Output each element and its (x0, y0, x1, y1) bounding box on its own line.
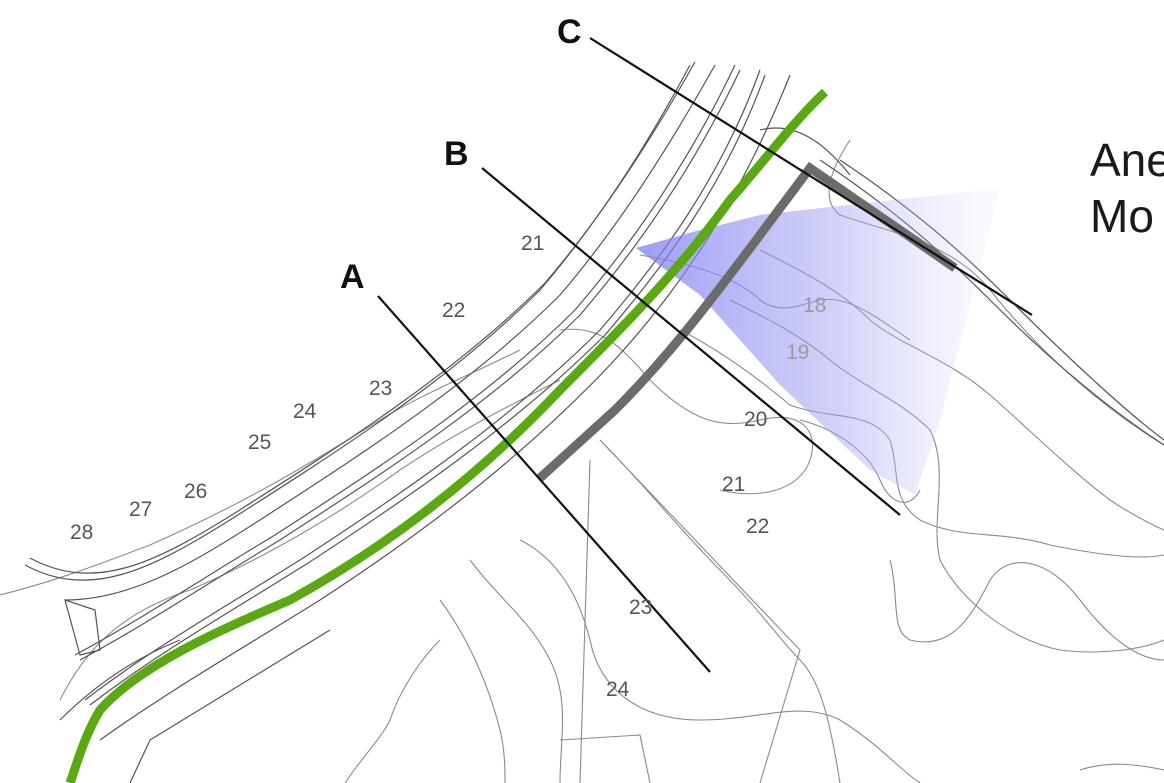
contour-line (344, 639, 441, 783)
road-edge-line (64, 599, 101, 656)
contour-label: 18 (803, 294, 826, 317)
annotation-line-1: Ane (1090, 134, 1164, 186)
shaded-viewshed-area (636, 188, 1000, 495)
road-edge-line (24, 64, 691, 581)
section-label-c: C (557, 13, 582, 51)
contour-label: 23 (369, 377, 392, 400)
contour-line (599, 439, 801, 783)
contour-labels-west: 28 27 26 25 24 23 22 21 (70, 232, 544, 544)
section-label-a: A (340, 258, 365, 296)
contour-label: 24 (293, 400, 317, 423)
section-label-b: B (444, 135, 469, 173)
contour-line (469, 559, 564, 783)
road-edge-line (759, 127, 851, 176)
road-edge-line (29, 61, 696, 574)
contour-label: 28 (70, 521, 93, 544)
contour-label: 24 (606, 678, 630, 701)
contour-label: 21 (722, 473, 745, 496)
section-lines (377, 37, 1033, 673)
contour-label: 23 (629, 596, 652, 619)
contour-line (889, 559, 1164, 661)
road-edge-line (59, 639, 181, 721)
annotation-line-2: Mo (1090, 190, 1154, 242)
road-edge-line (819, 159, 1164, 446)
contour-label: 21 (521, 232, 544, 255)
contour-line (519, 539, 921, 783)
contour-line (439, 599, 506, 783)
green-proposed-path (65, 88, 829, 783)
contour-label: 22 (746, 515, 769, 538)
contour-line (59, 379, 561, 701)
contour-line (559, 328, 814, 495)
road-edge-line (129, 629, 331, 783)
section-line-a (377, 295, 711, 673)
contour-label: 26 (184, 480, 207, 503)
dark-existing-path (536, 161, 958, 482)
contour-labels-east: 20 21 22 23 24 (606, 408, 769, 701)
section-line-b (481, 167, 901, 516)
road-edge-line (84, 69, 761, 701)
contour-label: 27 (129, 498, 152, 521)
contour-labels-shaded: 18 19 (786, 294, 826, 364)
contour-label: 22 (442, 299, 465, 322)
contour-label: 19 (786, 341, 809, 364)
road-edges (24, 61, 791, 783)
contour-line (559, 734, 651, 783)
road-edge-line (64, 64, 716, 601)
contour-line (1079, 763, 1164, 771)
contour-label: 25 (248, 431, 271, 454)
section-line-c (589, 37, 1033, 316)
contour-label: 20 (744, 408, 767, 431)
road-edge-line (74, 64, 736, 656)
road-edge-line (79, 69, 741, 661)
road-edge-line (89, 74, 766, 706)
contour-line (599, 439, 841, 783)
contour-line (0, 349, 521, 596)
contour-line (579, 459, 591, 783)
